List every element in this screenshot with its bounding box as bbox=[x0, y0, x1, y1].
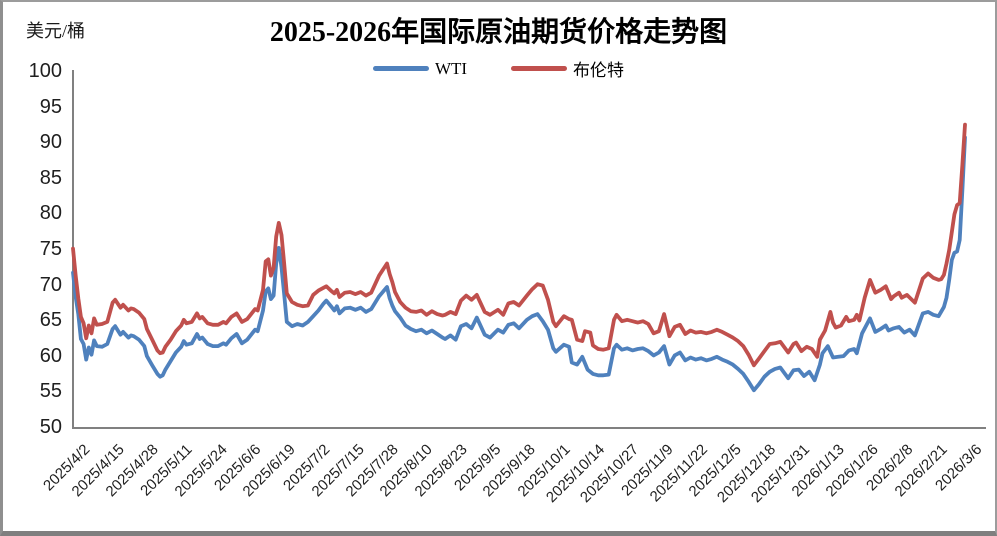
legend-label-brent: 布伦特 bbox=[573, 61, 625, 80]
legend-item-brent: 布伦特 bbox=[511, 56, 624, 81]
brent-line-swatch-icon bbox=[511, 66, 568, 71]
y-axis-unit-label: 美元/桶 bbox=[26, 21, 86, 41]
y-axis-tick-label: 70 bbox=[39, 273, 62, 296]
legend-label-wti: WTI bbox=[434, 58, 468, 78]
legend-item-wti: WTI bbox=[372, 58, 468, 79]
y-axis-tick-label: 85 bbox=[39, 166, 62, 189]
y-axis-tick-label: 100 bbox=[28, 60, 62, 82]
y-axis-tick-label: 75 bbox=[39, 238, 62, 260]
y-axis-tick-label: 60 bbox=[39, 344, 62, 367]
chart-title: 2025-2026年国际原油期货价格走势图 bbox=[269, 17, 728, 48]
y-axis-tick-label: 90 bbox=[39, 131, 62, 154]
y-axis-tick-label: 95 bbox=[39, 95, 62, 118]
chart-legend: WTI 布伦特 bbox=[0, 56, 997, 81]
y-axis-tick-label: 55 bbox=[39, 380, 62, 403]
wti-line-swatch-icon bbox=[372, 66, 429, 71]
wti-price-line bbox=[71, 135, 967, 393]
y-axis-tick-label: 80 bbox=[39, 202, 62, 225]
brent-price-line bbox=[71, 122, 967, 368]
y-axis-tick-label: 65 bbox=[39, 309, 62, 332]
y-axis-tick-label: 50 bbox=[39, 416, 62, 438]
